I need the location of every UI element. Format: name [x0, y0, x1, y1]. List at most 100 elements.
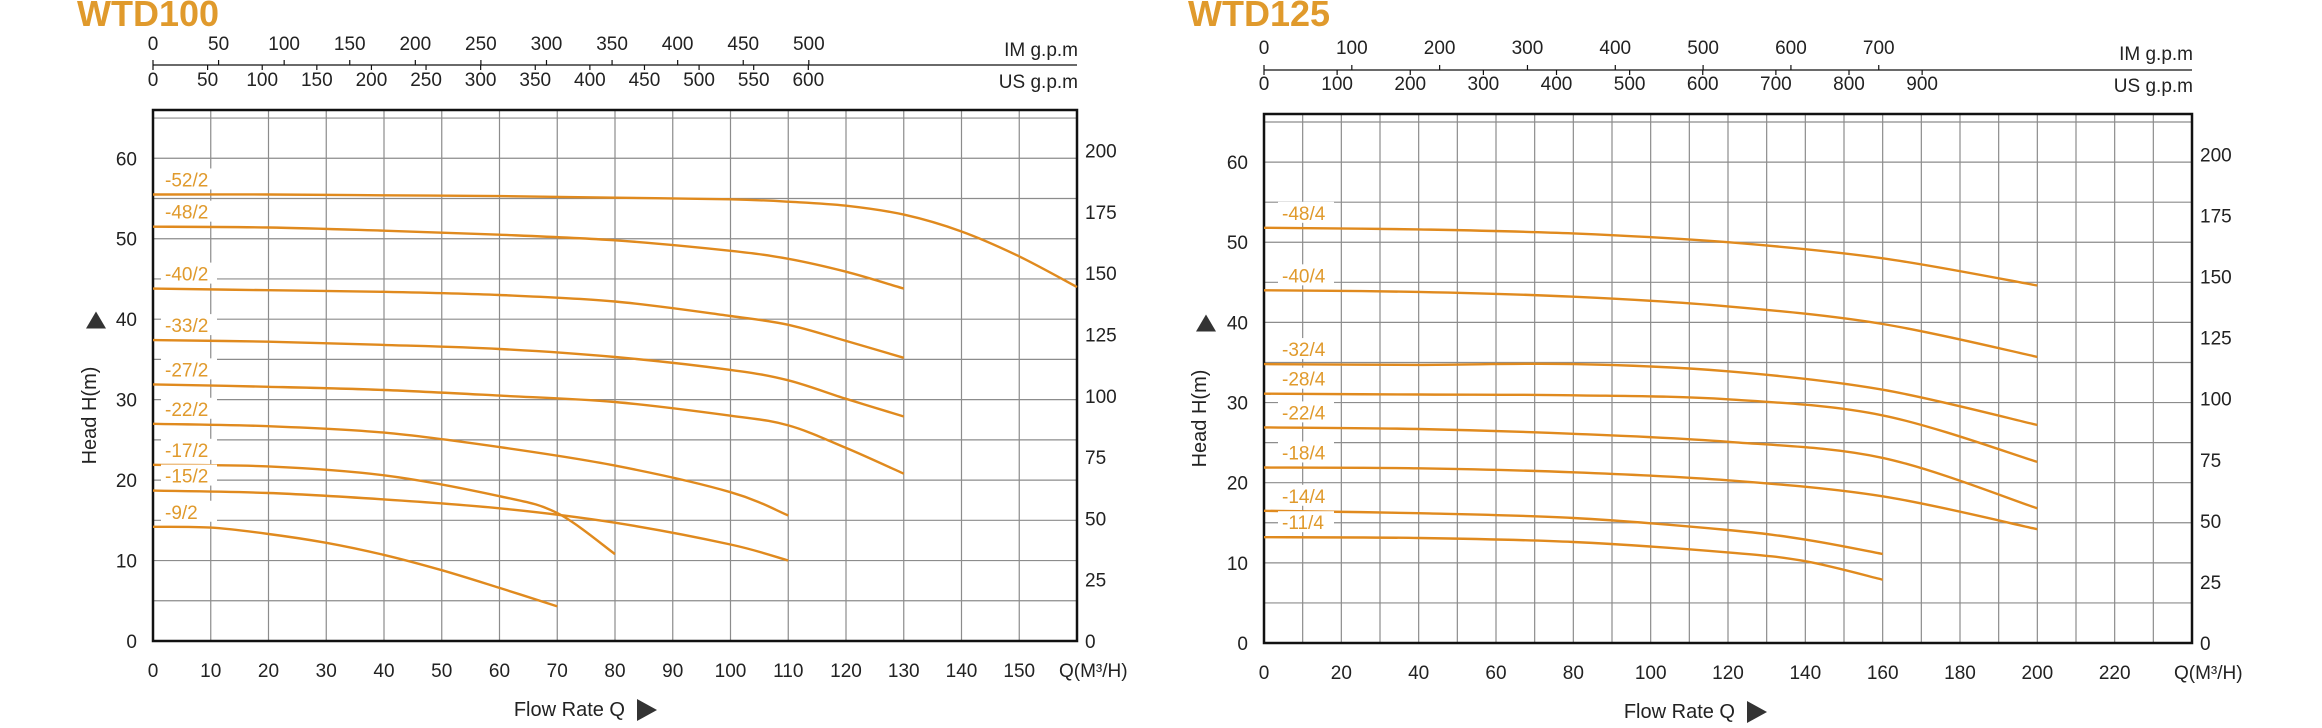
curve-label: -15/2 — [165, 467, 208, 488]
curve-40-4 — [1263, 289, 2038, 359]
chart-title: WTD100 — [77, 0, 219, 34]
x-tick-label: 10 — [200, 661, 221, 682]
us-gpm-tick-label: 900 — [1906, 74, 1938, 95]
x-tick-label: 60 — [489, 661, 510, 682]
curve-15-2 — [152, 489, 789, 562]
y2-tick-label: 200 — [2200, 145, 2232, 166]
curve-label-backdrop — [1278, 401, 1334, 423]
y2-tick-label: 150 — [2200, 268, 2232, 289]
us-gpm-tick-label: 350 — [519, 70, 551, 91]
curve-label: -33/2 — [165, 316, 208, 337]
im-gpm-tick-label: 300 — [531, 34, 563, 55]
x-tick-label: 20 — [1331, 663, 1352, 684]
x-unit-label: Q(M³/H) — [2174, 663, 2243, 684]
y2-tick-label: 150 — [1085, 264, 1117, 285]
us-gpm-tick-label: 250 — [410, 70, 442, 91]
curve-11-4 — [1263, 536, 1883, 581]
y2-tick-label: 25 — [1085, 571, 1106, 592]
us-gpm-tick-label: 700 — [1760, 74, 1792, 95]
curve-label: -11/4 — [1282, 513, 1324, 534]
us-gpm-tick-label: 500 — [683, 70, 715, 91]
y-tick-label: 0 — [126, 632, 137, 653]
curve-27-2 — [152, 383, 905, 475]
curve-label-backdrop — [161, 358, 217, 380]
curve-32-4 — [1263, 362, 2038, 427]
curve-label: -48/2 — [165, 203, 208, 224]
curve-label-backdrop — [1278, 484, 1334, 506]
x-tick-label: 80 — [1563, 663, 1584, 684]
x-tick-label: 0 — [1259, 663, 1270, 684]
x-tick-label: 30 — [316, 661, 337, 682]
curve-label-backdrop — [161, 464, 217, 486]
y-axis-title: Head H(m) — [79, 367, 101, 465]
curve-label: -14/4 — [1282, 487, 1326, 508]
us-gpm-tick-label: 100 — [1321, 74, 1353, 95]
us-gpm-tick-label: 500 — [1614, 74, 1646, 95]
x-tick-label: 140 — [1789, 663, 1821, 684]
im-gpm-unit: IM g.p.m — [2119, 44, 2193, 65]
x-axis-arrow-icon — [1747, 701, 1767, 723]
x-tick-label: 100 — [715, 661, 747, 682]
im-gpm-tick-label: 100 — [268, 34, 300, 55]
curve-label-backdrop — [1278, 511, 1334, 533]
curve-label-backdrop — [161, 500, 217, 522]
us-gpm-tick-label: 150 — [301, 70, 333, 91]
y-axis-title: Head H(m) — [1189, 370, 1211, 468]
us-gpm-tick-label: 300 — [1468, 74, 1500, 95]
im-gpm-tick-label: 50 — [208, 34, 229, 55]
im-gpm-tick-label: 400 — [1599, 38, 1631, 59]
y2-tick-label: 50 — [2200, 512, 2221, 533]
y2-tick-label: 125 — [1085, 325, 1117, 346]
im-gpm-tick-label: 100 — [1336, 38, 1368, 59]
x-tick-label: 90 — [662, 661, 683, 682]
y2-tick-label: 200 — [1085, 142, 1117, 163]
x-tick-label: 0 — [148, 661, 159, 682]
us-gpm-tick-label: 0 — [148, 70, 159, 91]
y2-tick-label: 125 — [2200, 329, 2232, 350]
curve-label-backdrop — [1278, 201, 1334, 223]
chart-title: WTD125 — [1188, 0, 1330, 34]
x-axis-arrow-icon — [637, 699, 657, 721]
curve-label-backdrop — [161, 438, 217, 460]
curve-label-backdrop — [161, 200, 217, 222]
im-gpm-tick-label: 500 — [793, 34, 825, 55]
im-gpm-tick-label: 350 — [596, 34, 628, 55]
x-tick-label: 130 — [888, 661, 920, 682]
us-gpm-unit: US g.p.m — [999, 72, 1078, 93]
curve-label: -48/4 — [1282, 204, 1326, 225]
x-tick-label: 160 — [1867, 663, 1899, 684]
y-tick-label: 40 — [1227, 313, 1248, 334]
x-tick-label: 110 — [773, 661, 803, 682]
y2-tick-label: 0 — [2200, 634, 2211, 655]
x-tick-label: 20 — [258, 661, 279, 682]
x-tick-label: 220 — [2099, 663, 2131, 684]
y-tick-label: 20 — [1227, 474, 1248, 495]
x-tick-label: 180 — [1944, 663, 1976, 684]
plot-frame — [1262, 112, 2194, 645]
curve-label: -18/4 — [1282, 443, 1326, 464]
y-tick-label: 30 — [1227, 394, 1248, 415]
us-gpm-tick-label: 550 — [738, 70, 770, 91]
x-tick-label: 200 — [2021, 663, 2053, 684]
y-tick-label: 40 — [116, 310, 137, 331]
us-gpm-tick-label: 600 — [1687, 74, 1719, 95]
im-gpm-tick-label: 0 — [1259, 38, 1270, 59]
us-gpm-tick-label: 200 — [356, 70, 388, 91]
curve-52-2 — [152, 193, 1078, 289]
x-axis-title: Flow Rate Q — [1624, 701, 1735, 723]
y-axis-arrow-icon — [86, 311, 106, 329]
plot-frame — [151, 108, 1079, 643]
curve-28-4 — [1263, 392, 2038, 464]
curve-48-2 — [152, 225, 905, 290]
im-gpm-tick-label: 600 — [1775, 38, 1807, 59]
curve-48-4 — [1263, 226, 2038, 287]
curve-label: -28/4 — [1282, 370, 1326, 391]
im-gpm-unit: IM g.p.m — [1004, 40, 1078, 61]
y2-tick-label: 75 — [2200, 451, 2221, 472]
us-gpm-tick-label: 600 — [792, 70, 824, 91]
curve-label: -40/2 — [165, 265, 208, 286]
x-axis-title: Flow Rate Q — [514, 699, 625, 721]
